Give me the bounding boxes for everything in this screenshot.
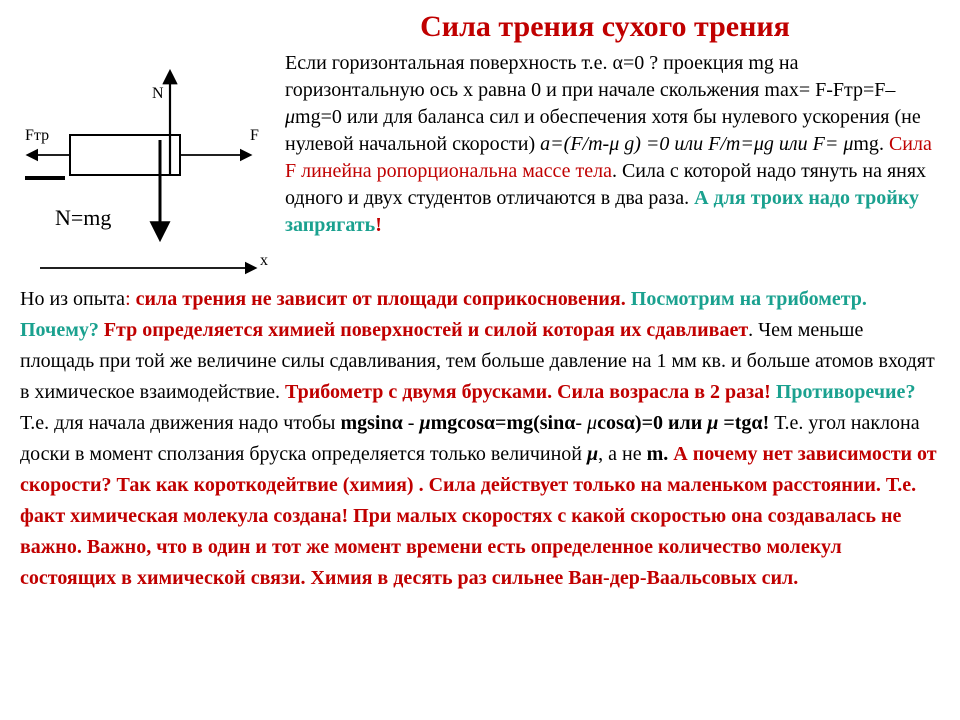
p2-t7: mgsinα [340,412,407,434]
svg-text:N=mg: N=mg [55,205,111,230]
p2-t9b: - μ [575,412,597,434]
p1-s3: a=(F/ [540,133,588,155]
svg-text:x: x [260,252,268,269]
svg-text:N: N [152,85,164,102]
p2-t13b: μ [587,443,598,465]
paragraph-1: Если горизонтальная поверхность т.е. α=0… [285,50,940,239]
svg-text:F: F [250,127,259,144]
p1-s4: m-μ g) =0 или F/m=μg [588,133,779,155]
p2-t15: m. [647,443,674,465]
p2-t9: mgcosα=mg(sinα [431,412,576,434]
p2-t3: Fтр определяется химией поверхностей и с… [104,319,748,341]
p2-t5: Трибометр с двумя брусками. Сила возрасл… [285,381,776,403]
p1-s8: . [879,133,889,155]
p2-t10b: μ [707,412,723,434]
p2-t11: =tgα [723,412,762,434]
p1-s6: F= μ [813,133,854,155]
p1-s0: Если горизонтальная поверхность т.е. α=0… [285,52,895,101]
p1-s7: mg [853,133,879,155]
p2-t5b: Противоречие? [776,381,916,403]
svg-text:Fтр: Fтр [25,127,49,144]
p1-s1: μ [285,106,295,128]
p2-t6: Т.е. для начала движения надо чтобы [20,412,340,434]
p2-t10: cosα)=0 или [597,412,707,434]
paragraph-2: Но из опыта: сила трения не зависит от п… [20,284,940,594]
p2-t14: , а не [598,443,646,465]
p1-s5: или [779,133,813,155]
top-row: N F Fтр x N=mg Если горизонтальная поверхнос… [20,50,940,280]
p2-t17: Так как короткодейтвие (химия) . [116,474,428,496]
p2-t0a: Но из опыта [20,288,125,310]
p2-t1: сила трения не зависит от площади соприк… [131,288,631,310]
diagram: N F Fтр x N=mg [20,50,285,280]
p2-t8b: μ [419,412,430,434]
force-diagram: N F Fтр x N=mg [20,50,280,275]
page-title: Сила трения сухого трения [270,10,940,44]
p2-t8: - [408,412,420,434]
p1-s12: ! [375,214,382,236]
